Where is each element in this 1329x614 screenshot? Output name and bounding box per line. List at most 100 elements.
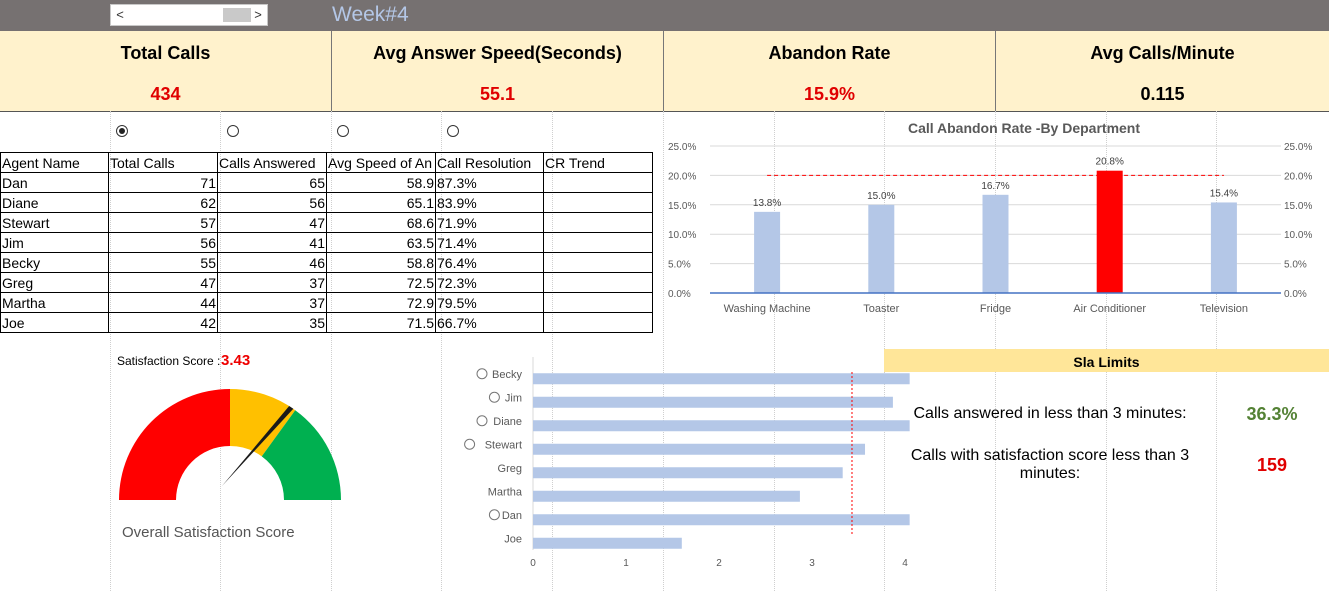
table-cell[interactable]: Jim — [0, 232, 109, 253]
table-cell[interactable]: Dan — [0, 172, 109, 193]
kpi-label: Total Calls — [120, 43, 211, 63]
table-cell[interactable]: 47 — [217, 212, 327, 233]
grid-line — [774, 111, 775, 591]
sort-radio-call-resolution[interactable] — [447, 125, 459, 137]
table-cell[interactable]: 71.4% — [435, 232, 544, 253]
gauge-band — [230, 389, 296, 457]
table-cell[interactable]: 37 — [217, 272, 327, 293]
table-cell[interactable]: 58.8 — [326, 252, 436, 273]
column-header[interactable]: CR Trend — [543, 152, 653, 173]
gauge-label: Overall Satisfaction Score — [122, 524, 295, 541]
chart-bar — [868, 204, 895, 293]
table-cell[interactable]: 71.9% — [435, 212, 544, 233]
y2-tick-label: 25.0% — [1284, 142, 1312, 153]
table-cell[interactable]: 72.3% — [435, 272, 544, 293]
table-cell[interactable]: Greg — [0, 272, 109, 293]
chart-bar — [533, 420, 910, 432]
y-tick-label: 25.0% — [668, 142, 696, 153]
table-cell[interactable]: 46 — [217, 252, 327, 273]
table-cell[interactable]: 71.5 — [326, 312, 436, 333]
table-cell[interactable]: 58.9 — [326, 172, 436, 193]
y2-tick-label: 5.0% — [1284, 260, 1307, 271]
category-label: Joe — [504, 533, 522, 545]
grid-line — [552, 111, 553, 591]
table-cell[interactable] — [543, 312, 653, 333]
table-cell[interactable]: 79.5% — [435, 292, 544, 313]
gauge-band — [119, 389, 230, 500]
table-cell[interactable]: 35 — [217, 312, 327, 333]
category-label: Greg — [498, 463, 522, 475]
x-tick-label: 0 — [530, 558, 536, 569]
scrollbar-track[interactable] — [123, 8, 221, 22]
sort-radio-calls-answered[interactable] — [227, 125, 239, 137]
table-cell[interactable] — [543, 252, 653, 273]
sort-radio-total-calls[interactable] — [116, 125, 128, 137]
table-cell[interactable]: 66.7% — [435, 312, 544, 333]
agent-satisfaction-chart: 0 1 2 3 4 Becky Jim Diane Stewart Greg Martha Dan Jo… — [464, 357, 910, 569]
table-cell[interactable]: 56 — [217, 192, 327, 213]
table-cell[interactable]: 44 — [108, 292, 218, 313]
y2-tick-label: 15.0% — [1284, 201, 1312, 212]
table-cell[interactable]: 87.3% — [435, 172, 544, 193]
table-cell[interactable]: 65.1 — [326, 192, 436, 213]
kpi-value: 15.9% — [803, 84, 856, 104]
data-label: 16.7% — [981, 181, 1009, 192]
chart-bar — [1210, 202, 1237, 293]
table-cell[interactable]: 63.5 — [326, 232, 436, 253]
table-cell[interactable]: 72.5 — [326, 272, 436, 293]
category-label: Television — [1200, 303, 1248, 315]
x-tick-label: 3 — [809, 558, 815, 569]
satisfaction-label: Satisfaction Score : — [117, 354, 221, 368]
table-cell[interactable]: 65 — [217, 172, 327, 193]
column-header[interactable]: Agent Name — [0, 152, 109, 173]
table-cell[interactable]: Diane — [0, 192, 109, 213]
sort-radio-avg-speed[interactable] — [337, 125, 349, 137]
category-label: Toaster — [863, 303, 899, 315]
scroll-right-button[interactable]: > — [254, 7, 262, 22]
table-cell[interactable] — [543, 192, 653, 213]
week-scrollbar[interactable]: < > — [110, 4, 268, 26]
table-cell[interactable]: 55 — [108, 252, 218, 273]
table-cell[interactable] — [543, 292, 653, 313]
table-cell[interactable] — [543, 232, 653, 253]
table-cell[interactable]: Joe — [0, 312, 109, 333]
table-cell[interactable]: 57 — [108, 212, 218, 233]
table-row: Stewart 57 47 68.6 71.9% — [0, 212, 653, 233]
scroll-left-button[interactable]: < — [116, 7, 124, 22]
table-cell[interactable]: 72.9 — [326, 292, 436, 313]
table-cell[interactable] — [543, 272, 653, 293]
table-cell[interactable]: 76.4% — [435, 252, 544, 273]
table-cell[interactable]: Martha — [0, 292, 109, 313]
table-cell[interactable]: 47 — [108, 272, 218, 293]
table-cell[interactable]: 68.6 — [326, 212, 436, 233]
table-cell[interactable]: Stewart — [0, 212, 109, 233]
chart-bar — [982, 194, 1009, 293]
data-label: 15.4% — [1210, 188, 1238, 199]
table-cell[interactable] — [543, 172, 653, 193]
kpi-value: 0.115 — [1140, 84, 1185, 104]
column-header[interactable]: Total Calls — [108, 152, 218, 173]
column-header[interactable]: Avg Speed of An — [326, 152, 436, 173]
kpi-label: Avg Answer Speed(Seconds) — [373, 43, 622, 63]
chart-bar — [533, 490, 800, 502]
column-header[interactable]: Call Resolution — [435, 152, 544, 173]
sla-header: Sla Limits — [884, 349, 1329, 372]
column-header[interactable]: Calls Answered — [217, 152, 327, 173]
table-cell[interactable]: 83.9% — [435, 192, 544, 213]
table-row: Becky 55 46 58.8 76.4% — [0, 252, 653, 273]
table-cell[interactable]: 42 — [108, 312, 218, 333]
y-tick-label: 10.0% — [668, 230, 696, 241]
table-cell[interactable]: 62 — [108, 192, 218, 213]
table-cell[interactable]: 71 — [108, 172, 218, 193]
kpi-label: Abandon Rate — [768, 43, 891, 63]
scrollbar-thumb[interactable] — [223, 8, 251, 22]
table-cell[interactable] — [543, 212, 653, 233]
chart-bar — [1096, 170, 1123, 293]
table-cell[interactable]: 56 — [108, 232, 218, 253]
sla-value-answered: 36.3% — [1246, 404, 1298, 424]
kpi-avg-answer-speed: Avg Answer Speed(Seconds) 55.1 — [332, 31, 664, 111]
table-cell[interactable]: 37 — [217, 292, 327, 313]
table-cell[interactable]: 41 — [217, 232, 327, 253]
smiley-icon — [488, 509, 500, 521]
table-cell[interactable]: Becky — [0, 252, 109, 273]
